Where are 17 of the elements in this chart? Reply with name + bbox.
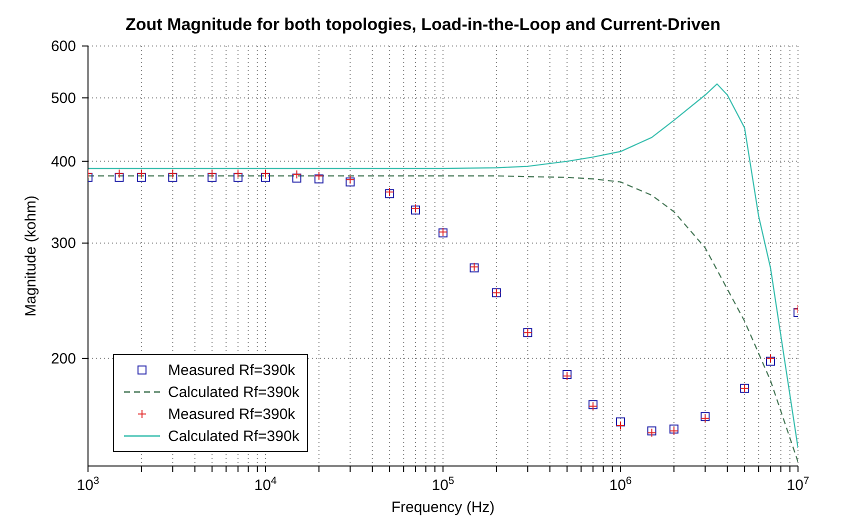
x-axis-title: Frequency (Hz) xyxy=(391,499,495,516)
legend-label: Calculated Rf=390k xyxy=(168,384,300,400)
y-tick-label: 300 xyxy=(50,235,76,252)
x-tick-label: 10$^{4}$ xyxy=(254,475,277,494)
y-tick-label: 400 xyxy=(50,153,76,170)
y-axis-title: Magnitude (kohm) xyxy=(22,196,40,316)
y-tick-label: 600 xyxy=(50,38,76,55)
x-tick-label: 10$^{3}$ xyxy=(76,475,100,494)
chart-title: Zout Magnitude for both topologies, Load-in-the-Loop and Current-Driven xyxy=(126,15,720,34)
x-tick-label: 10$^{6}$ xyxy=(609,475,632,494)
y-tick-label: 200 xyxy=(50,350,76,368)
y-tick-label: 500 xyxy=(50,90,76,107)
x-tick-label: 10$^{7}$ xyxy=(786,475,810,494)
legend-label: Measured Rf=390k xyxy=(168,406,296,422)
legend-label: Measured Rf=390k xyxy=(168,362,296,378)
legend-label: Calculated Rf=390k xyxy=(168,428,300,444)
x-tick-label: 10$^{5}$ xyxy=(432,475,454,494)
